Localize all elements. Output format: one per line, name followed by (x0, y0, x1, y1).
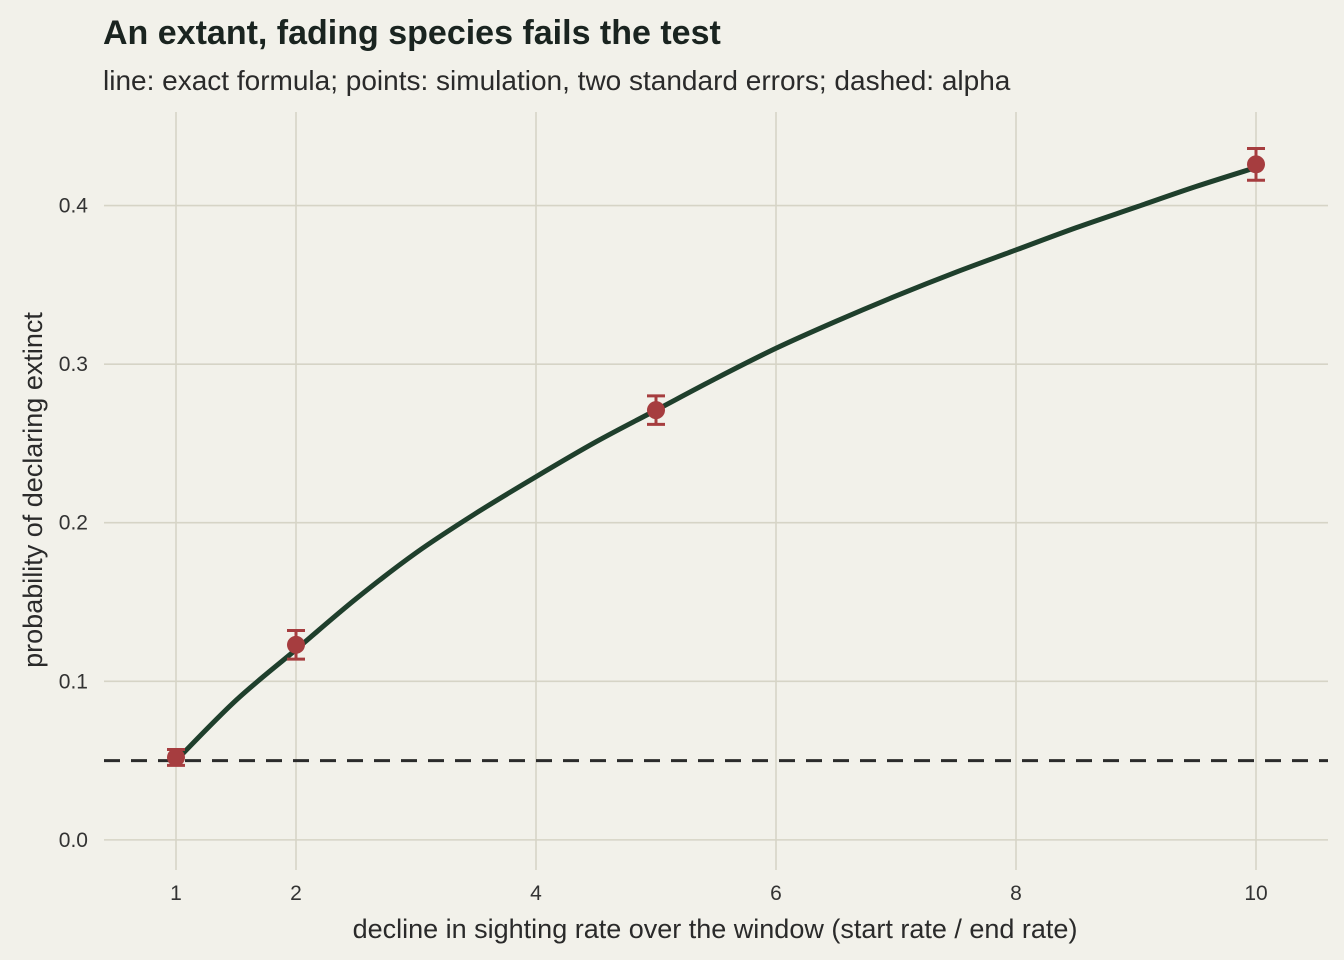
chart-subtitle: line: exact formula; points: simulation,… (103, 65, 1011, 96)
x-tick-label: 2 (290, 882, 302, 905)
y-axis-ticks: 0.0 0.1 0.2 0.3 0.4 (59, 195, 89, 852)
simulation-point-group (1247, 146, 1265, 182)
chart-title: An extant, fading species fails the test (103, 14, 721, 52)
y-tick-label: 0.4 (59, 195, 89, 218)
simulation-points-layer (167, 146, 1265, 767)
x-tick-label: 4 (530, 882, 542, 905)
y-tick-label: 0.1 (59, 670, 88, 693)
x-gridlines (175, 112, 1257, 870)
y-tick-label: 0.0 (59, 829, 88, 852)
y-tick-label: 0.3 (59, 353, 88, 376)
x-axis-ticks: 1 2 4 6 8 10 (170, 882, 1268, 905)
x-tick-label: 8 (1010, 882, 1022, 905)
x-tick-label: 6 (770, 882, 782, 905)
x-tick-label: 10 (1244, 882, 1267, 905)
simulation-point (647, 401, 665, 420)
simulation-point-group (647, 394, 665, 426)
x-axis-title: decline in sighting rate over the window… (353, 914, 1078, 944)
simulation-point-group (287, 629, 305, 661)
y-tick-label: 0.2 (59, 512, 88, 535)
y-gridlines (104, 204, 1328, 841)
x-tick-label: 1 (170, 882, 182, 905)
simulation-point (167, 748, 185, 767)
simulation-point-group (167, 747, 185, 767)
simulation-point (1247, 155, 1265, 174)
exact-formula-line (173, 165, 1259, 764)
exact-formula-layer (173, 165, 1259, 764)
y-axis-title: probability of declaring extinct (18, 312, 48, 668)
simulation-point (287, 635, 305, 654)
